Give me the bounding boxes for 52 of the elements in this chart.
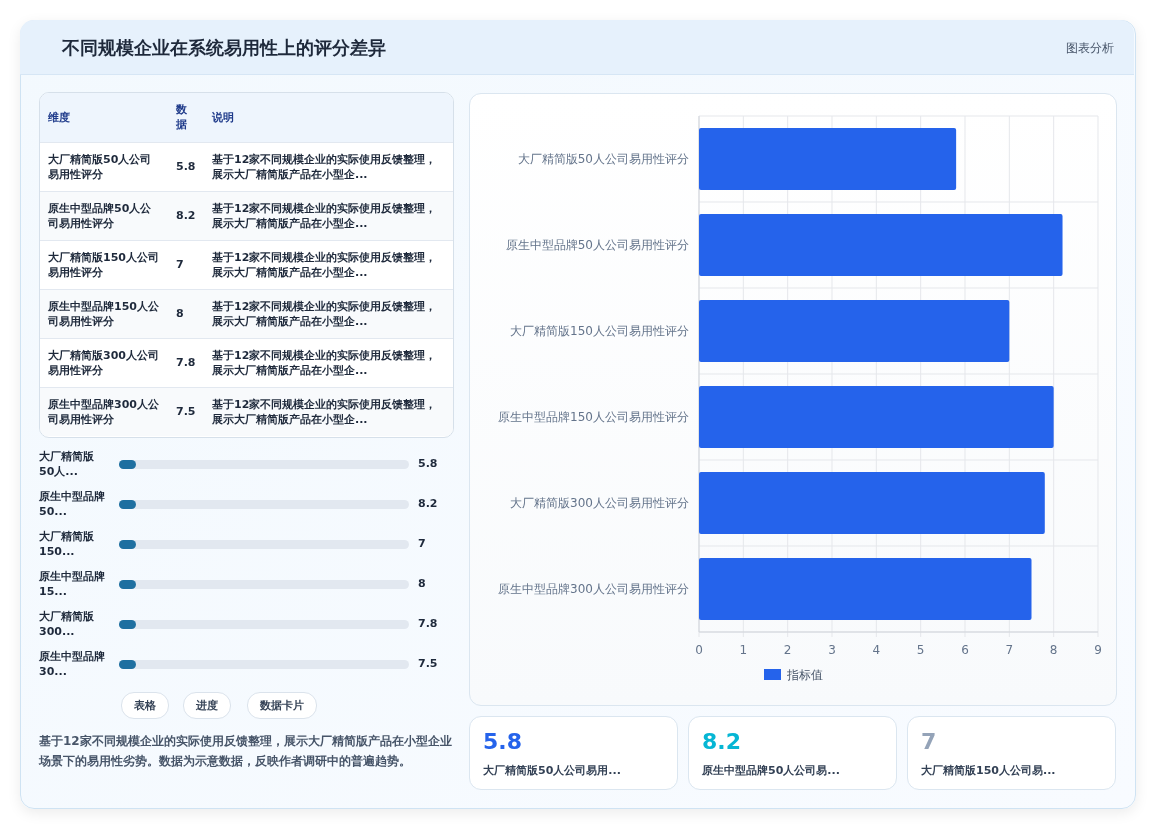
y-tick-label: 大厂精简版150人公司易用性评分 [510,324,689,338]
bar [699,558,1032,620]
text: 7 [921,729,937,754]
text: 原生中型品牌 15... [39,569,106,599]
x-tick-label: 0 [695,643,703,657]
x-tick-label: 4 [872,643,881,657]
bar [699,128,957,190]
y-tick-label: 大厂精简版300人公司易用性评分 [510,496,689,510]
text: 原生中型品牌 50... [39,489,106,519]
text: 8 [418,577,426,590]
y-tick-label: 原生中型品牌50人公司易用性评分 [505,238,689,252]
y-tick-label: 大厂精简版50人公司易用性评分 [517,152,689,166]
text: 大厂精简版 150... [39,529,95,559]
text: 8.2 [702,729,741,754]
bar [699,472,1045,534]
picture-table-row: 大厂精简版300人公司易用性评分 7.8 基于12家不同规模企业的实际使用反馈整理，展示大厂精简版产品在小型企... [40,338,453,387]
text: 7.5 [418,657,438,670]
text: 大厂精简版 50人... [39,449,95,479]
legend-label: 指标值 [786,668,823,682]
picture-table-row: 原生中型品牌150人公司易用性评分 8 基于12家不同规模企业的实际使用反馈整理，展示大厂精简版产品在小型企... [40,289,453,338]
text: 8.2 [418,497,438,510]
text: 数据卡片 [247,692,317,719]
text: 进度 [183,692,231,719]
text: 表格 [121,692,169,719]
x-tick-label: 1 [739,643,748,657]
text: 7 [418,537,426,550]
picture-header-bar: 不同规模企业在系统易用性上的评分差异 图表分析 [20,20,1134,75]
y-tick-label: 原生中型品牌150人公司易用性评分 [498,410,689,424]
text: 大厂精简版50人公司易用... [483,763,621,778]
text: 基于12家不同规模企业的实际使用反馈整理，展示大厂精简版产品在小型企业场景下的易用性劣势。数据为示意数据，反映作者调研中的普遍趋势。 [39,733,453,770]
text: 7.8 [418,617,438,630]
picture-table-row: 原生中型品牌300人公司易用性评分 7.5 基于12家不同规模企业的实际使用反馈整理，展示大厂精简版产品在小型企... [40,387,453,436]
x-tick-label: 7 [1005,643,1014,657]
y-tick-label: 原生中型品牌300人公司易用性评分 [498,582,689,596]
x-tick-label: 8 [1049,643,1058,657]
x-tick-label: 9 [1094,643,1102,657]
picture-table-row: 大厂精简版50人公司易用性评分 5.8 基于12家不同规模企业的实际使用反馈整理，展示大厂精简版产品在小型企... [40,142,453,191]
x-tick-label: 5 [916,643,925,657]
x-tick-label: 6 [961,643,969,657]
picture-table-row: 大厂精简版150人公司易用性评分 7 基于12家不同规模企业的实际使用反馈整理，展示大厂精简版产品在小型企... [40,240,453,289]
text: 原生中型品牌50人公司易... [702,763,840,778]
text: 大厂精简版150人公司易... [921,763,1056,778]
text: 5.8 [418,457,438,470]
picture-table-row: 原生中型品牌50人公司易用性评分 8.2 基于12家不同规模企业的实际使用反馈整理，展示大厂精简版产品在小型企... [40,191,453,240]
text: 大厂精简版 300... [39,609,95,639]
x-tick-label: 3 [828,643,836,657]
bar [699,300,1010,362]
text: 原生中型品牌 30... [39,649,106,679]
text: 5.8 [483,729,522,754]
bar [699,214,1063,276]
bar [699,386,1054,448]
x-tick-label: 2 [783,643,792,657]
